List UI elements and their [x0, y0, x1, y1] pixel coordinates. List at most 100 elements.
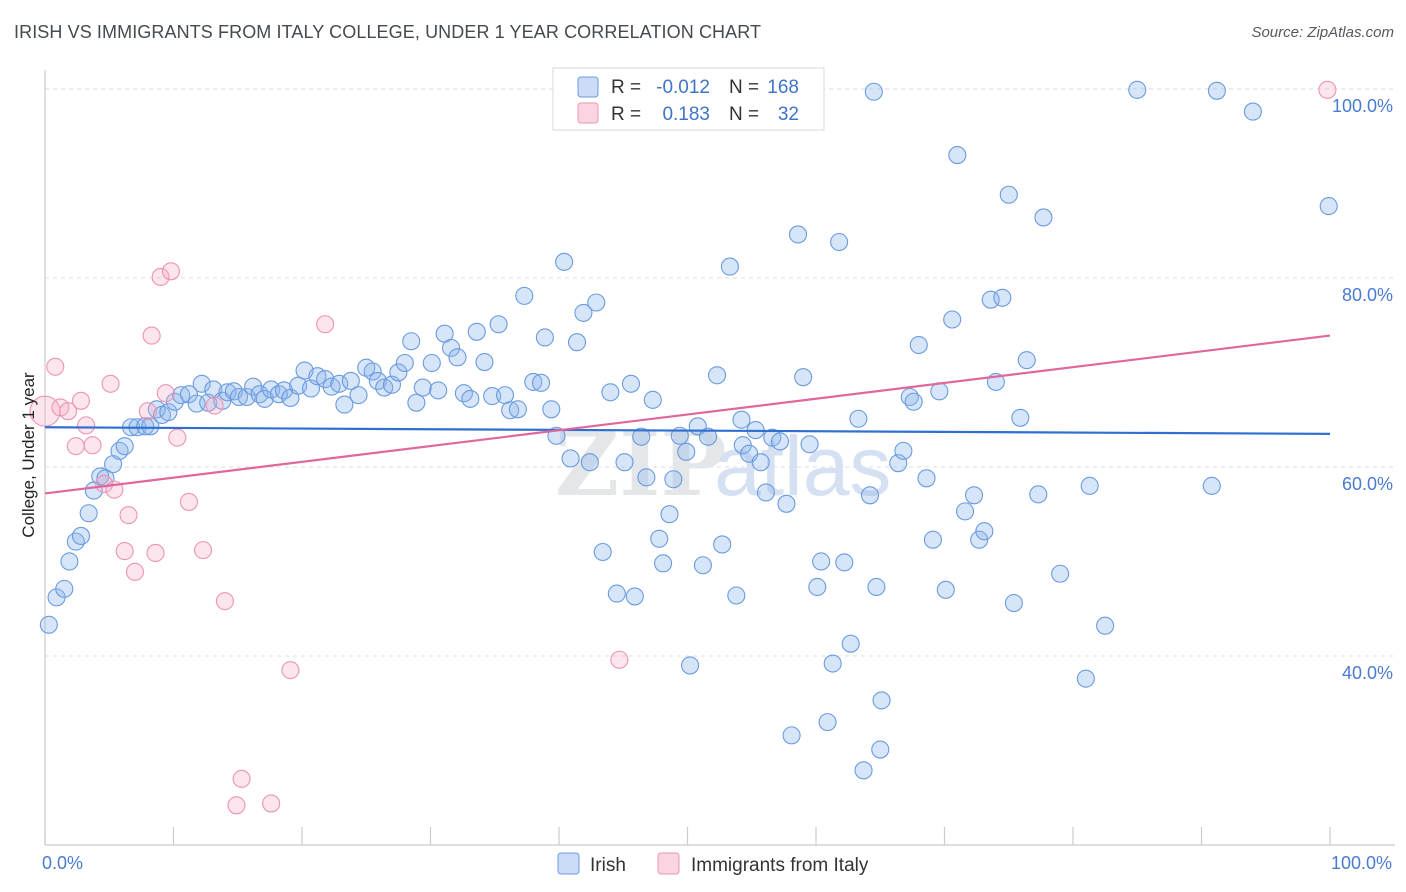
irish-point	[841, 634, 860, 653]
irish-point	[1004, 593, 1023, 613]
legend-n-label-irish: N =	[729, 77, 759, 98]
irish-point	[800, 435, 819, 454]
irish-point	[970, 530, 989, 549]
irish-point	[999, 185, 1018, 204]
irish-point	[515, 286, 534, 305]
irish-point	[159, 403, 178, 422]
irish-point	[448, 348, 467, 367]
irish-point	[660, 505, 679, 524]
legend-r-value-irish: -0.012	[656, 77, 710, 98]
italy-point	[151, 267, 170, 287]
irish-point	[335, 395, 354, 414]
irish-point	[136, 417, 155, 436]
irish-point	[794, 368, 813, 387]
irish-point	[993, 288, 1012, 307]
irish-point	[524, 372, 543, 391]
irish-point	[1029, 485, 1048, 504]
italy-point	[119, 506, 138, 525]
irish-point	[483, 387, 502, 406]
irish-point	[574, 303, 593, 322]
italy-point	[610, 650, 629, 669]
irish-point	[830, 232, 849, 252]
irish-point	[407, 393, 426, 412]
legend-n-value-italy: 32	[778, 104, 799, 125]
irish-point	[909, 335, 928, 355]
irish-point	[835, 553, 854, 572]
irish-point	[172, 386, 191, 405]
irish-point	[751, 453, 770, 472]
irish-point	[632, 427, 651, 446]
irish-point	[1076, 669, 1095, 688]
irish-point	[664, 470, 683, 489]
irish-point	[621, 374, 641, 393]
irish-point	[956, 502, 975, 521]
irish-point	[917, 469, 936, 488]
watermark: ZIP atlas	[555, 412, 891, 516]
legend-r-value-italy: 0.183	[662, 104, 710, 125]
irish-point	[823, 654, 842, 673]
irish-point	[1319, 197, 1338, 216]
italy-point	[205, 396, 224, 415]
y-tick-labels: 40.0% 60.0% 80.0% 100.0%	[1332, 96, 1393, 683]
irish-point	[555, 252, 574, 271]
irish-point	[368, 371, 387, 390]
italy-point	[95, 474, 114, 494]
italy-point	[156, 384, 175, 403]
irish-point	[654, 554, 673, 573]
chart-source: Source: ZipAtlas.com	[1251, 24, 1394, 41]
legend-n-value-irish: 168	[767, 77, 799, 98]
irish-point	[808, 577, 827, 597]
irish-point	[1017, 351, 1036, 370]
irish-point	[812, 552, 831, 571]
legend-r-label-irish: R =	[611, 77, 641, 98]
irish-point	[788, 225, 808, 244]
y-tick-label: 100.0%	[1332, 96, 1393, 116]
irish-point	[637, 468, 656, 487]
irish-point	[593, 542, 612, 562]
italy-point	[71, 391, 91, 410]
series-irish-points	[39, 80, 1338, 780]
irish-point	[965, 486, 984, 505]
irish-point	[1128, 80, 1147, 99]
irish-point	[79, 504, 98, 523]
italy-point	[227, 796, 246, 815]
italy-point	[161, 262, 180, 281]
irish-point	[229, 387, 249, 407]
irish-point	[699, 427, 718, 446]
series-italy-points	[29, 80, 1337, 815]
irish-point	[501, 401, 520, 420]
irish-point	[274, 381, 294, 400]
x-tick-label-min: 0.0%	[42, 853, 83, 873]
irish-point	[567, 333, 587, 352]
irish-point	[720, 257, 739, 276]
irish-point	[341, 371, 360, 390]
irish-point	[141, 417, 160, 436]
irish-point	[1096, 616, 1115, 635]
italy-point	[59, 402, 78, 421]
x-tick-label-max: 100.0%	[1331, 853, 1392, 873]
irish-point	[782, 726, 801, 745]
irish-point	[1243, 102, 1262, 121]
legend-top: R = -0.012 N = 168 R = 0.183 N = 32	[552, 67, 825, 131]
irish-point	[363, 362, 382, 381]
irish-point	[395, 353, 414, 373]
italy-point	[83, 436, 102, 455]
irish-point	[467, 322, 486, 341]
italy-point	[101, 374, 120, 393]
irish-point	[860, 486, 880, 505]
irish-point	[316, 370, 335, 389]
legend-bottom-swatch-italy	[657, 852, 680, 875]
legend-bottom-swatch-irish	[557, 852, 580, 875]
irish-point	[943, 310, 962, 329]
italy-point	[232, 769, 251, 788]
irish-point	[894, 441, 913, 460]
y-tick-label: 60.0%	[1342, 474, 1393, 494]
irish-point	[708, 366, 727, 385]
irish-point	[948, 146, 967, 165]
irish-point	[442, 338, 461, 357]
italy-point	[316, 315, 335, 334]
irish-point	[1034, 208, 1053, 227]
trend-line-irish	[44, 426, 1331, 435]
irish-point	[615, 453, 634, 472]
italy-point	[168, 428, 187, 447]
